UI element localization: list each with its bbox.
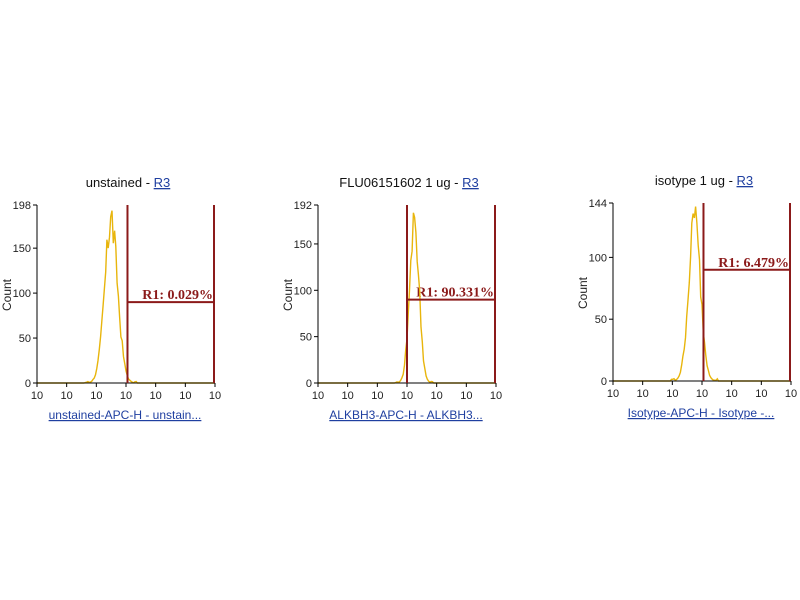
x-tick-label: 10 — [312, 390, 324, 402]
x-axis-label[interactable]: ALKBH3-APC-H - ALKBH3... — [329, 408, 482, 422]
histogram-trace — [613, 206, 791, 382]
y-tick-label: 192 — [294, 200, 312, 212]
x-tick-labels: 10 10 10 10 10 10 10 — [312, 390, 502, 402]
y-tick-label: 50 — [19, 333, 31, 345]
x-tick-label: 10 — [401, 390, 413, 402]
x-tick-label: 10 — [90, 390, 102, 402]
gate-label: R1: 0.029% — [142, 288, 213, 303]
x-tick-label: 10 — [755, 388, 767, 400]
histogram-panel-alkbh3: FLU06151602 1 ug - R3 Count ALKBH3-APC-H… — [281, 175, 502, 422]
x-tick-labels: 10 10 10 10 10 10 10 — [31, 390, 221, 402]
y-axis-label: Count — [0, 278, 14, 311]
gate-label: R1: 6.479% — [718, 256, 789, 271]
histogram-panel-isotype: isotype 1 ug - R3 Count Isotype-APC-H - … — [576, 173, 797, 420]
y-tick-label: 0 — [25, 378, 31, 390]
y-tick-label: 0 — [306, 378, 312, 390]
x-tick-label: 10 — [696, 388, 708, 400]
x-tick-label: 10 — [666, 388, 678, 400]
y-tick-label: 150 — [294, 239, 312, 251]
x-tick-label: 10 — [371, 390, 383, 402]
y-tick-labels: 0 50 100 150 198 — [13, 200, 31, 390]
x-tick-label: 10 — [460, 390, 472, 402]
y-tick-label: 100 — [294, 285, 312, 297]
y-tick-labels: 0 50 100 150 192 — [294, 200, 312, 390]
panel-title: FLU06151602 1 ug - R3 — [339, 175, 479, 190]
y-tick-label: 0 — [601, 376, 607, 388]
y-axis-label: Count — [576, 276, 590, 309]
x-tick-label: 10 — [150, 390, 162, 402]
y-tick-labels: 0 50 100 144 — [589, 198, 607, 388]
y-tick-label: 50 — [595, 314, 607, 326]
x-tick-label: 10 — [607, 388, 619, 400]
y-tick-label: 144 — [589, 198, 607, 210]
x-tick-label: 10 — [342, 390, 354, 402]
y-tick-label: 100 — [589, 252, 607, 264]
x-tick-label: 10 — [431, 390, 443, 402]
x-axis-label[interactable]: Isotype-APC-H - Isotype -... — [628, 406, 775, 420]
gate-label: R1: 90.331% — [416, 286, 494, 301]
x-axis-label[interactable]: unstained-APC-H - unstain... — [49, 408, 202, 422]
x-tick-labels: 10 10 10 10 10 10 10 — [607, 388, 797, 400]
x-tick-label: 10 — [726, 388, 738, 400]
panel-title: isotype 1 ug - R3 — [655, 173, 753, 188]
y-tick-label: 150 — [13, 243, 31, 255]
x-tick-label: 10 — [61, 390, 73, 402]
region-link[interactable]: R3 — [737, 173, 754, 188]
x-tick-label: 10 — [179, 390, 191, 402]
y-tick-label: 100 — [13, 288, 31, 300]
x-tick-label: 10 — [637, 388, 649, 400]
region-link[interactable]: R3 — [462, 175, 479, 190]
x-tick-label: 10 — [785, 388, 797, 400]
y-tick-label: 50 — [300, 332, 312, 344]
x-tick-label: 10 — [209, 390, 221, 402]
histogram-panel-unstained: unstained - R3 Count unstained-APC-H - u… — [0, 175, 221, 422]
x-tick-label: 10 — [490, 390, 502, 402]
region-link[interactable]: R3 — [154, 175, 171, 190]
y-axis-label: Count — [281, 278, 295, 311]
y-tick-label: 198 — [13, 200, 31, 212]
x-tick-label: 10 — [31, 390, 43, 402]
x-tick-label: 10 — [120, 390, 132, 402]
panel-title: unstained - R3 — [86, 175, 171, 190]
